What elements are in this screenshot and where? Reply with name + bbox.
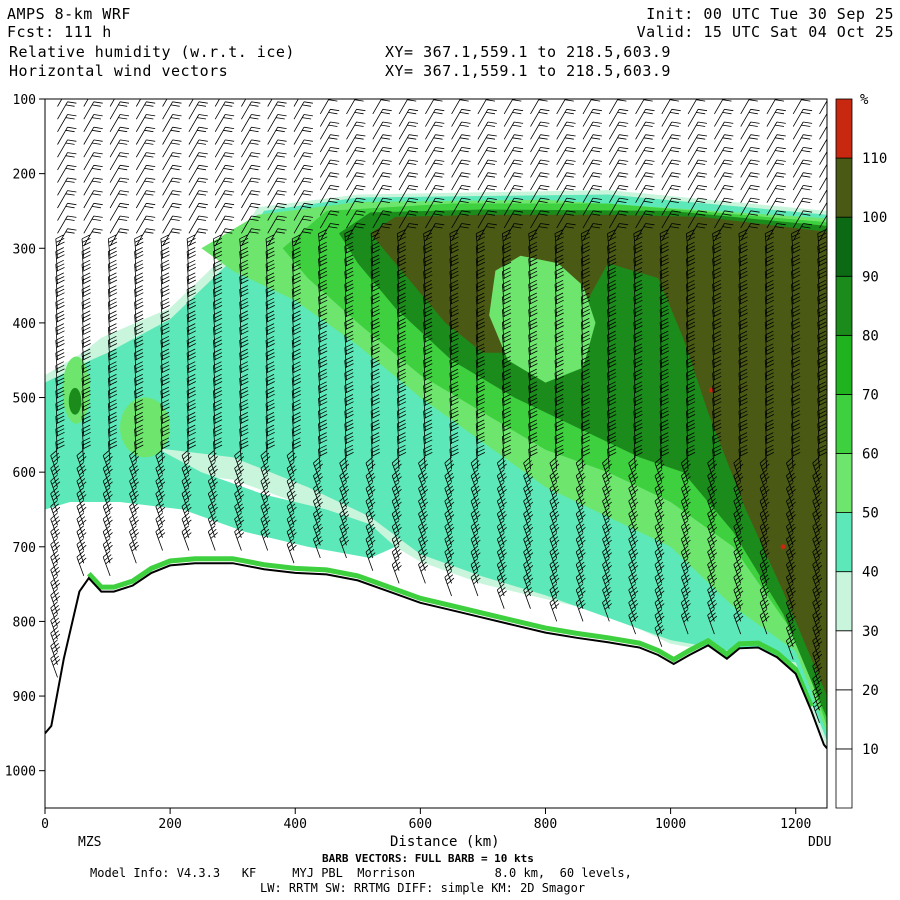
x-tick-label-1200: 1200 <box>780 817 811 832</box>
cross-section-coords-2: XY= 367.1,559.1 to 218.5,603.9 <box>385 62 671 80</box>
physics-info: LW: RRTM SW: RRTMG DIFF: simple KM: 2D S… <box>260 881 585 895</box>
colorbar-label-60: 60 <box>862 447 879 463</box>
terrain-humid-fringe <box>86 556 814 708</box>
colorbar-swatch-2 <box>835 630 853 691</box>
y-tick-label-300: 300 <box>13 242 36 257</box>
colorbar-swatch-8 <box>835 275 853 336</box>
y-tick-label-500: 500 <box>13 392 36 407</box>
y-tick-label-700: 700 <box>13 541 36 556</box>
y-tick-label-1000: 1000 <box>5 765 36 780</box>
colorbar-label-30: 30 <box>862 624 879 640</box>
colorbar-label-40: 40 <box>862 565 879 581</box>
field-name-primary: Relative humidity (w.r.t. ice) <box>9 43 295 61</box>
rh-region-70 <box>489 255 596 383</box>
colorbar-swatch-5 <box>835 453 853 513</box>
wind-barb-layer <box>50 99 827 724</box>
x-tick-label-1000: 1000 <box>655 817 686 832</box>
colorbar-swatch-9 <box>835 216 853 277</box>
colorbar-label-80: 80 <box>862 328 879 344</box>
colorbar-swatch-1 <box>835 689 853 750</box>
plot-frame <box>44 98 828 809</box>
rh-red-spot-1 <box>780 544 786 550</box>
forecast-hour: Fcst: 111 h <box>7 23 112 41</box>
colorbar-label-110: 110 <box>862 151 887 167</box>
x-axis-title: Distance (km) <box>390 834 500 850</box>
terrain-layer <box>45 556 827 808</box>
colorbar-label-50: 50 <box>862 506 879 522</box>
x-tick-label-600: 600 <box>409 817 432 832</box>
y-tick-label-100: 100 <box>13 93 36 108</box>
distance-axis: 0 200 400 600 800 1000 1200 <box>41 808 811 832</box>
colorbar-swatch-4 <box>835 512 853 573</box>
colorbar-swatch-11 <box>835 98 853 159</box>
x-tick-label-0: 0 <box>41 817 49 832</box>
colorbar-swatch-6 <box>835 394 853 454</box>
colorbar-label-20: 20 <box>862 683 879 699</box>
colorbar-label-100: 100 <box>862 210 887 226</box>
x-tick-label-800: 800 <box>534 817 557 832</box>
cross-section-coords-1: XY= 367.1,559.1 to 218.5,603.9 <box>385 43 671 61</box>
y-tick-label-900: 900 <box>13 690 36 705</box>
valid-time: Valid: 15 UTC Sat 04 Oct 25 <box>636 23 894 41</box>
colorbar-swatch-0 <box>835 748 853 809</box>
right-endpoint-label: DDU <box>808 835 831 850</box>
barb-note: BARB VECTORS: FULL BARB = 10 kts <box>322 852 534 865</box>
rh-cell-1 <box>68 387 82 415</box>
left-endpoint-label: MZS <box>78 835 101 850</box>
y-tick-label-400: 400 <box>13 317 36 332</box>
wind-barb-field <box>50 99 827 724</box>
terrain-surface-line <box>45 562 827 749</box>
model-name: AMPS 8-km WRF <box>7 5 131 23</box>
x-tick-label-400: 400 <box>283 817 306 832</box>
x-tick-label-200: 200 <box>158 817 181 832</box>
y-tick-label-200: 200 <box>13 168 36 183</box>
colorbar-unit: % <box>860 92 869 108</box>
y-tick-label-600: 600 <box>13 466 36 481</box>
rh-cell-2 <box>120 397 171 458</box>
colorbar-swatch-10 <box>835 157 853 218</box>
model-info: Model Info: V4.3.3 KF MYJ PBL Morrison 8… <box>90 866 632 880</box>
colorbar-label-10: 10 <box>862 742 879 758</box>
terrain-fill <box>45 563 827 808</box>
pressure-axis: 100 200 300 400 500 600 700 800 900 1000 <box>5 93 45 780</box>
init-time: Init: 00 UTC Tue 30 Sep 25 <box>646 5 894 23</box>
colorbar: 10 20 30 40 50 60 70 80 90 100 110 <box>835 98 887 809</box>
colorbar-label-90: 90 <box>862 269 879 285</box>
colorbar-swatch-7 <box>835 334 853 395</box>
colorbar-label-70: 70 <box>862 387 879 403</box>
y-tick-label-800: 800 <box>13 615 36 630</box>
field-name-secondary: Horizontal wind vectors <box>9 62 229 80</box>
colorbar-swatch-3 <box>835 571 853 632</box>
